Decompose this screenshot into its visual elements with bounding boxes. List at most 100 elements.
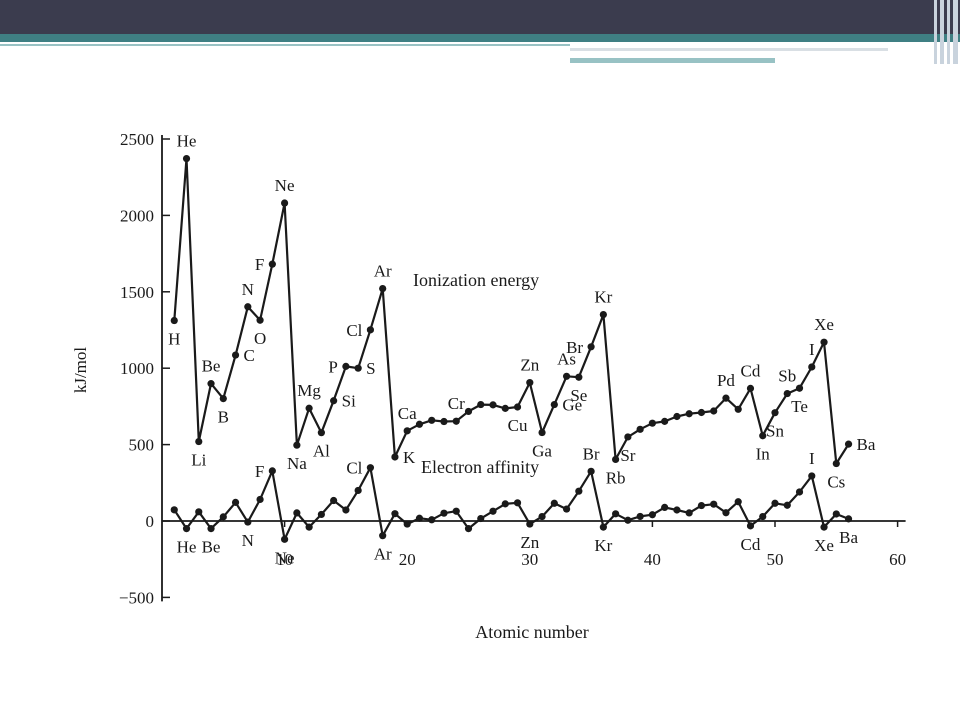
data-point xyxy=(464,407,473,416)
data-point xyxy=(256,495,264,504)
data-point xyxy=(317,429,325,437)
element-label: Kr xyxy=(594,536,612,555)
element-label: Ba xyxy=(839,528,858,547)
data-point xyxy=(575,373,583,381)
data-point xyxy=(415,514,424,522)
data-point xyxy=(759,512,767,521)
data-point xyxy=(231,351,240,359)
element-label: Br xyxy=(566,338,583,357)
element-label: Ca xyxy=(398,404,417,423)
data-point xyxy=(526,520,534,528)
element-label: Ga xyxy=(532,442,552,461)
data-point xyxy=(636,512,644,521)
series-line-electron-affinity xyxy=(173,466,850,541)
slide-accent-line xyxy=(0,44,570,46)
data-point xyxy=(808,363,816,371)
data-point xyxy=(354,486,362,495)
element-label: Cl xyxy=(346,459,362,478)
data-point xyxy=(231,498,240,506)
data-point xyxy=(710,500,718,508)
data-point xyxy=(599,310,607,319)
data-point xyxy=(244,303,252,311)
data-point xyxy=(366,326,375,334)
data-point xyxy=(722,394,730,402)
data-point xyxy=(832,510,840,518)
slide-accent-band xyxy=(0,34,960,42)
data-point xyxy=(489,401,497,409)
data-point xyxy=(182,525,191,533)
element-label: Sr xyxy=(620,446,635,465)
data-point xyxy=(170,506,178,514)
data-point xyxy=(281,535,289,543)
data-point xyxy=(624,433,632,441)
data-point xyxy=(293,509,301,517)
element-label: Br xyxy=(583,444,600,463)
element-label: Ge xyxy=(562,396,582,415)
data-point xyxy=(501,500,509,508)
element-label: H xyxy=(168,330,180,349)
data-point xyxy=(648,511,657,519)
element-label: Te xyxy=(791,397,808,416)
data-point xyxy=(661,503,669,512)
data-point xyxy=(366,464,375,472)
data-point xyxy=(673,412,681,421)
data-point xyxy=(440,417,448,426)
element-label: He xyxy=(177,538,197,557)
data-point xyxy=(575,487,583,495)
data-point xyxy=(661,417,669,425)
data-point xyxy=(734,498,742,506)
element-label: Ar xyxy=(374,545,392,564)
data-point xyxy=(440,509,448,517)
data-point xyxy=(415,420,424,428)
element-label: Zn xyxy=(520,356,539,375)
element-label: Kr xyxy=(594,288,612,307)
element-label: B xyxy=(218,408,229,427)
data-point xyxy=(685,509,693,517)
element-label: Sb xyxy=(778,367,796,386)
data-point xyxy=(722,509,730,517)
data-point xyxy=(195,508,203,516)
data-point xyxy=(182,154,191,163)
element-label: Al xyxy=(313,442,330,461)
data-point xyxy=(599,523,607,531)
data-point xyxy=(477,514,485,523)
data-point xyxy=(673,506,681,514)
data-point xyxy=(612,510,620,518)
x-tick-label: 60 xyxy=(889,550,906,569)
slide-accent-rule-2 xyxy=(570,58,775,63)
data-point xyxy=(428,516,436,524)
data-point xyxy=(354,364,362,372)
data-point xyxy=(379,532,387,540)
x-tick-label: 20 xyxy=(399,550,416,569)
element-label: Cu xyxy=(508,416,528,435)
element-label: Ba xyxy=(857,435,876,454)
data-point xyxy=(759,432,767,440)
element-label: Rb xyxy=(606,468,626,487)
data-point xyxy=(428,416,436,424)
data-point xyxy=(452,507,460,515)
data-point xyxy=(403,427,411,435)
data-point xyxy=(342,362,350,370)
x-tick-label: 10 xyxy=(276,550,293,569)
element-label: Pd xyxy=(717,371,735,390)
data-point xyxy=(330,397,338,405)
series-label-electron-affinity: Electron affinity xyxy=(421,457,539,477)
data-point xyxy=(170,316,178,325)
element-label: I xyxy=(809,340,815,359)
element-label: Se xyxy=(570,386,587,405)
data-point xyxy=(219,513,227,521)
data-point xyxy=(587,467,595,475)
data-point xyxy=(636,425,644,433)
slide-title-bar xyxy=(0,0,960,34)
element-label: Ar xyxy=(374,262,392,281)
y-tick-label: −500 xyxy=(119,588,154,607)
element-label: N xyxy=(242,280,254,299)
element-label: I xyxy=(809,449,815,468)
data-point xyxy=(526,378,534,387)
element-label: S xyxy=(366,359,375,378)
x-tick-label: 30 xyxy=(521,550,538,569)
y-tick-label: 0 xyxy=(146,512,155,531)
data-point xyxy=(612,455,620,464)
data-point xyxy=(844,515,853,523)
